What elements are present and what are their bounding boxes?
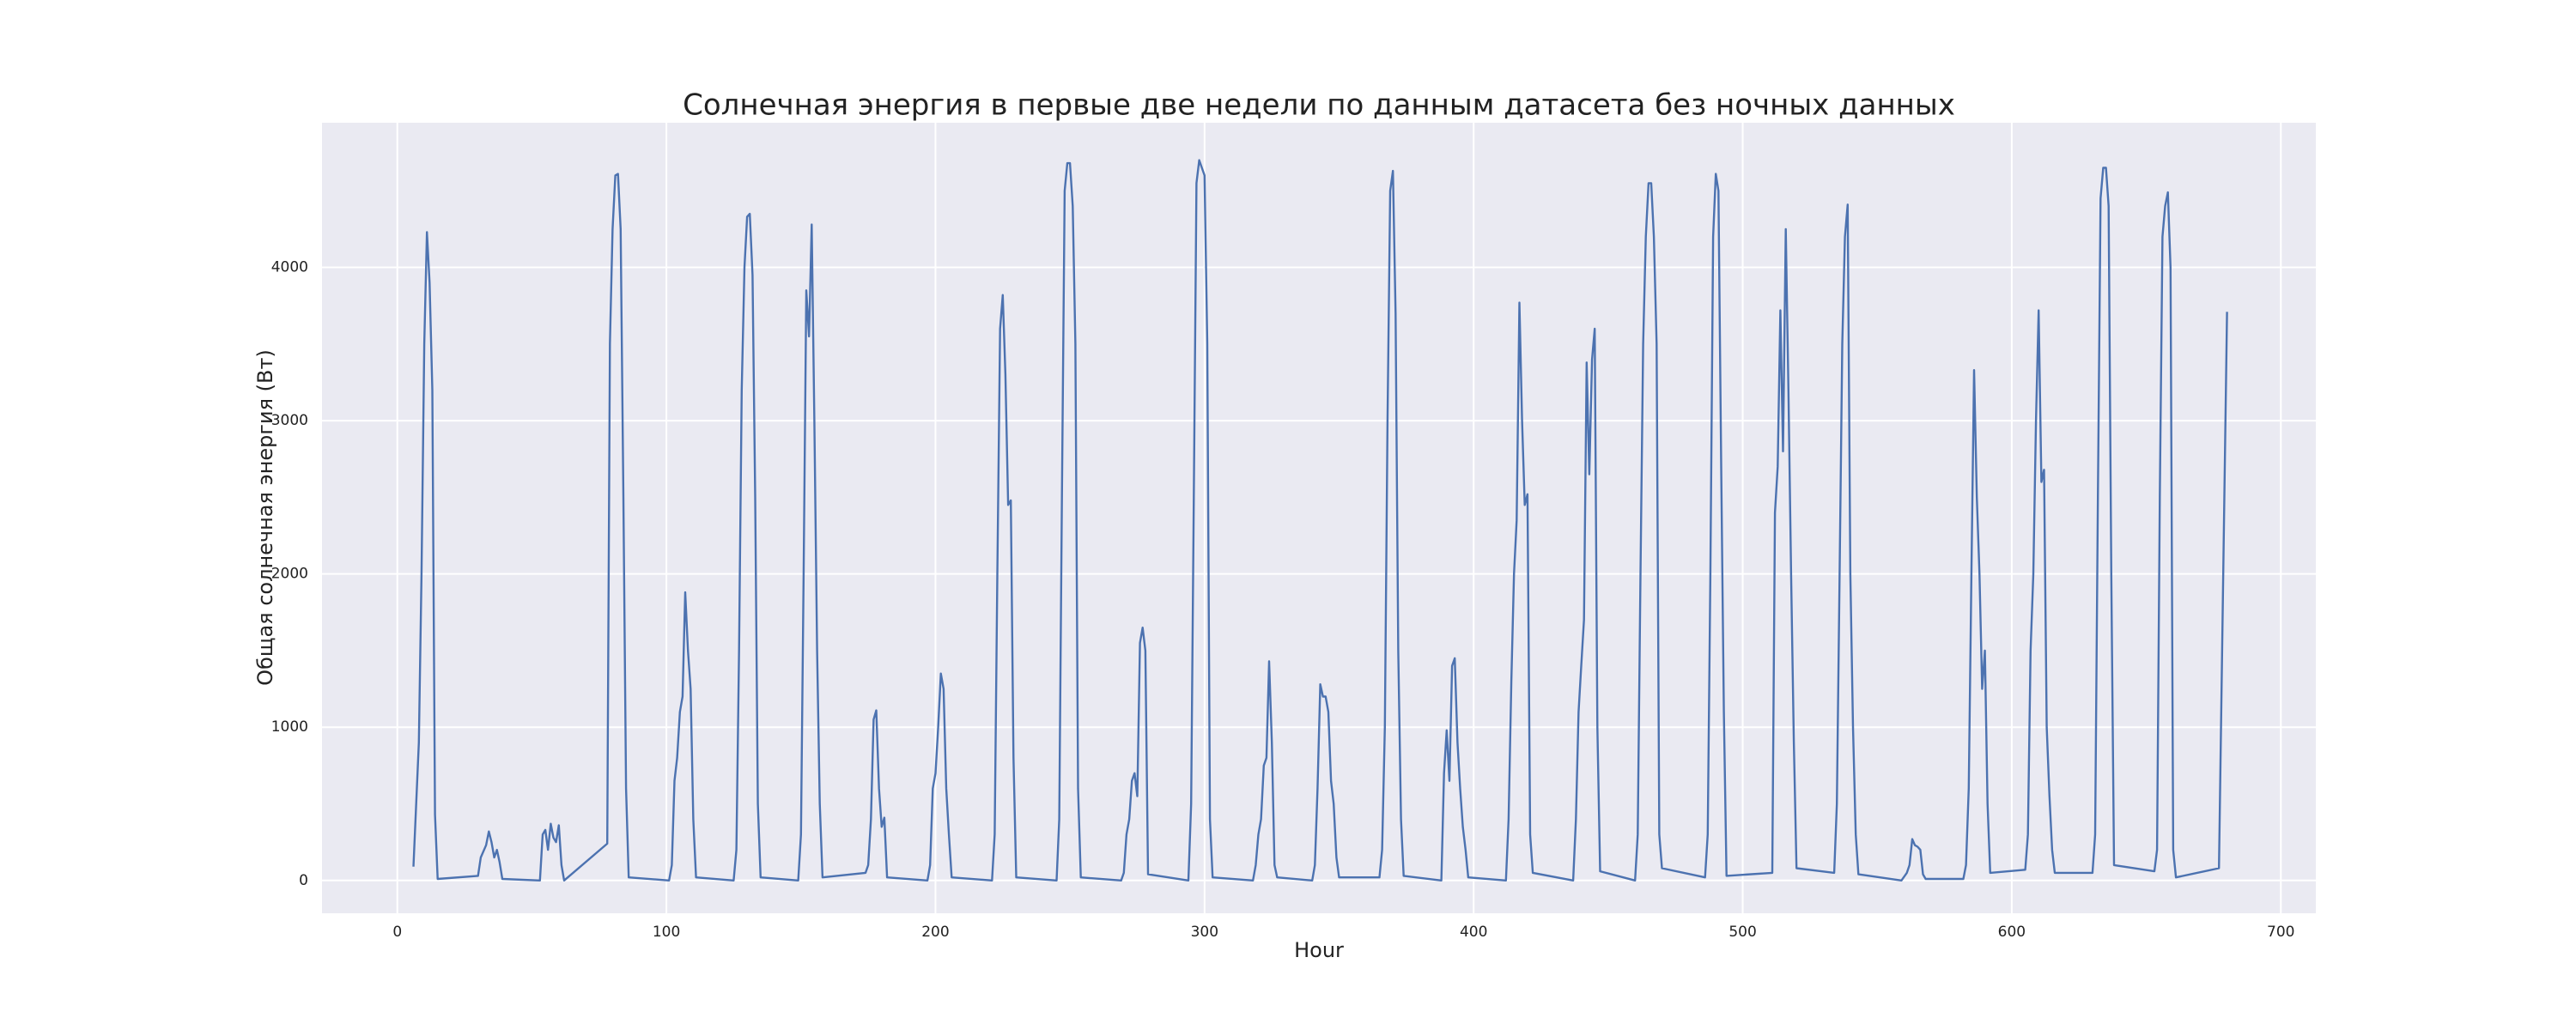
x-tick-label: 200 (921, 924, 949, 941)
x-tick-label: 100 (653, 924, 680, 941)
y-axis-label: Общая солнечная энергия (Вт) (253, 349, 277, 686)
y-tick-label: 2000 (271, 566, 308, 583)
x-tick-label: 500 (1728, 924, 1756, 941)
x-axis-label: Hour (1294, 938, 1344, 962)
y-tick-label: 4000 (271, 259, 308, 276)
line (412, 159, 2228, 882)
x-tick-label: 300 (1191, 924, 1218, 941)
chart-title: Солнечная энергия в первые две недели по… (683, 88, 1955, 123)
x-tick-label: 0 (392, 924, 402, 941)
y-tick-label: 3000 (271, 412, 308, 429)
x-tick-label: 700 (2267, 924, 2294, 941)
y-tick-label: 1000 (271, 718, 308, 736)
y-tick-label: 0 (299, 872, 308, 889)
x-tick-label: 600 (1998, 924, 2026, 941)
plot-area (322, 123, 2316, 913)
x-tick-label: 400 (1460, 924, 1487, 941)
